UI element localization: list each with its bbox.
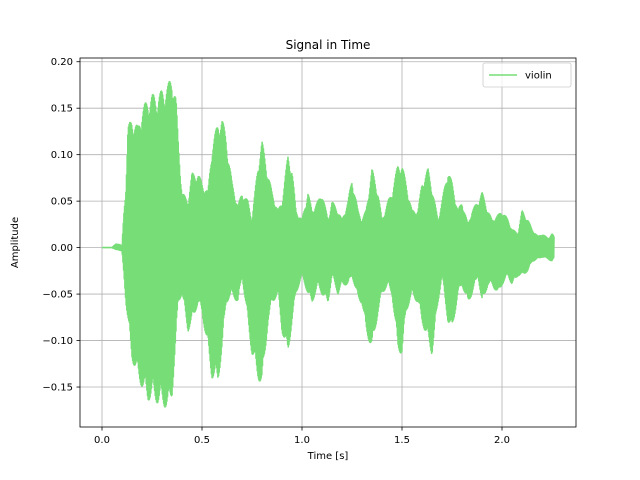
y-axis-ticks: −0.15 −0.10 −0.05 0.00 0.05 0.10 0.15 0.20 (42, 57, 80, 394)
y-tick-label: 0.20 (51, 57, 73, 68)
legend: violin (482, 62, 572, 88)
x-tick-label: 0.5 (194, 435, 210, 446)
y-tick-label: 0.15 (51, 104, 73, 115)
legend-entry-violin: violin (525, 71, 552, 82)
chart-title: Signal in Time (286, 38, 371, 52)
series-violin-line (101, 81, 555, 408)
x-tick-label: 1.5 (394, 435, 410, 446)
x-axis-ticks: 0.0 0.5 1.0 1.5 2.0 (94, 427, 510, 446)
y-tick-label: −0.05 (42, 290, 73, 301)
y-tick-label: −0.10 (42, 336, 73, 347)
legend-box (482, 62, 572, 88)
plot-frame (79, 57, 577, 428)
x-tick-label: 0.0 (94, 435, 110, 446)
series-layer (101, 81, 555, 408)
y-tick-label: 0.00 (51, 243, 73, 254)
y-tick-label: 0.05 (51, 197, 73, 208)
x-tick-label: 2.0 (494, 435, 510, 446)
y-tick-label: −0.15 (42, 383, 73, 394)
y-tick-label: 0.10 (51, 150, 73, 161)
y-axis-label: Amplitude (10, 217, 21, 268)
x-tick-label: 1.0 (294, 435, 310, 446)
x-axis-label: Time [s] (307, 451, 349, 462)
